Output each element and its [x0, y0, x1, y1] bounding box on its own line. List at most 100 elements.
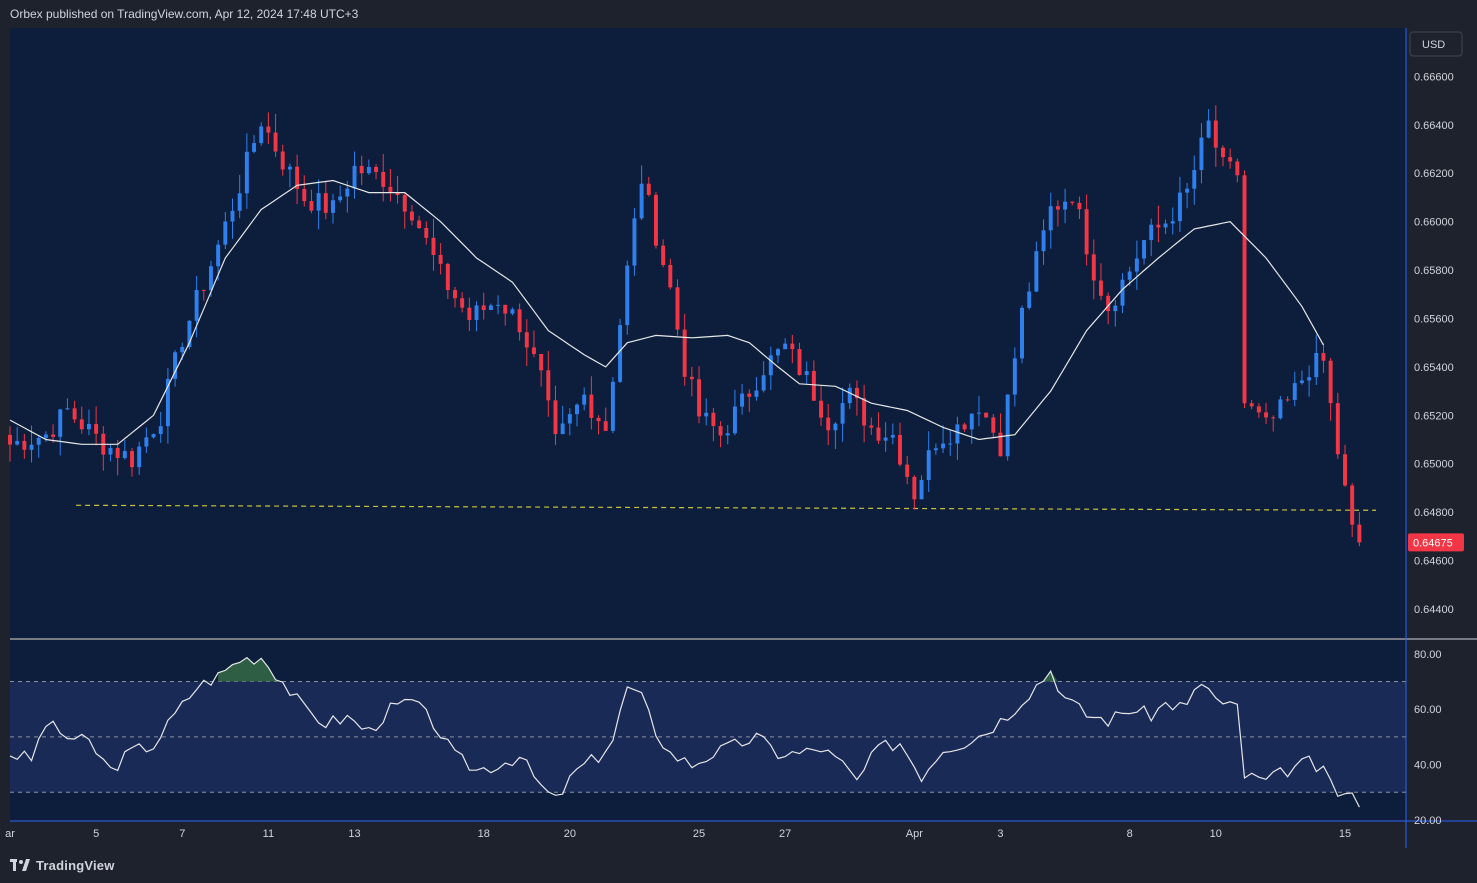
- tradingview-logo-icon: [10, 859, 30, 871]
- candle-body: [1271, 417, 1276, 419]
- candle-body: [1343, 454, 1347, 486]
- candle-body: [58, 409, 63, 437]
- candle-body: [697, 379, 702, 417]
- price-tick-label: 0.66000: [1414, 217, 1454, 229]
- date-tick-label: 7: [179, 828, 185, 840]
- candle-body: [1321, 353, 1326, 361]
- candle-body: [94, 423, 99, 434]
- date-tick-label: 3: [997, 828, 1003, 840]
- rsi-band-layer: [10, 681, 1406, 793]
- candle-body: [905, 464, 910, 477]
- last-price-tag: 0.64675: [1408, 533, 1464, 552]
- candle-body: [151, 434, 156, 438]
- candle-body: [266, 126, 271, 133]
- candle-body: [1199, 137, 1204, 171]
- candle-body: [862, 398, 867, 426]
- candle-body: [711, 412, 716, 427]
- candle-body: [51, 434, 56, 437]
- rsi-tick-label: 20.00: [1414, 815, 1442, 827]
- tradingview-footer[interactable]: TradingView: [10, 852, 115, 878]
- date-axis: ar 5 7 11 13 18 20 25 27 Apr 3 8 10 15: [5, 828, 1351, 840]
- candle-body: [883, 437, 888, 441]
- candle-body: [948, 443, 953, 445]
- candle-body: [1077, 202, 1082, 210]
- candle-body: [424, 228, 429, 238]
- candle-body: [137, 446, 142, 468]
- candle-body: [1142, 240, 1147, 259]
- candle-body: [1307, 377, 1312, 381]
- currency-badge[interactable]: USD: [1409, 31, 1463, 57]
- candle-body: [158, 426, 163, 435]
- candle-body: [539, 353, 544, 371]
- date-tick-label: 20: [564, 828, 576, 840]
- candle-body: [481, 305, 486, 310]
- price-tick-label: 0.64800: [1414, 507, 1454, 519]
- candle-body: [496, 304, 501, 306]
- candle-body: [244, 151, 249, 194]
- candle-body: [847, 387, 852, 404]
- candle-body: [725, 433, 730, 436]
- date-tick-label: Apr: [906, 828, 923, 840]
- date-tick-label: 27: [779, 828, 791, 840]
- candle-body: [488, 305, 493, 310]
- candle-body: [689, 376, 694, 380]
- candle-body: [1350, 485, 1355, 525]
- candle-body: [639, 183, 644, 219]
- candle-body: [567, 414, 572, 424]
- candle-body: [1113, 305, 1118, 312]
- candle-body: [1156, 224, 1161, 228]
- candle-body: [359, 165, 364, 174]
- candle-body: [1242, 175, 1247, 404]
- candle-body: [1091, 254, 1096, 281]
- candle-body: [1134, 258, 1139, 272]
- candle-body: [625, 265, 630, 326]
- price-tick-label: 0.65600: [1414, 313, 1454, 325]
- candle-body: [811, 370, 816, 401]
- candle-body: [618, 325, 623, 382]
- candle-body: [1335, 403, 1340, 455]
- candle-body: [130, 451, 134, 468]
- candle-body: [919, 479, 924, 500]
- candle-body: [747, 393, 752, 397]
- candle-body: [36, 437, 41, 445]
- candle-body: [998, 432, 1003, 457]
- candle-body: [546, 370, 551, 401]
- candle-body: [783, 343, 788, 350]
- candle-body: [1163, 223, 1168, 228]
- candle-body: [603, 421, 608, 431]
- candle-body: [65, 408, 70, 410]
- candle-body: [1070, 201, 1075, 203]
- candle-body: [1328, 360, 1333, 404]
- price-tick-label: 0.65800: [1414, 265, 1454, 277]
- candle-body: [661, 245, 666, 265]
- candle-body: [898, 434, 902, 465]
- price-tick-label: 0.65400: [1414, 362, 1454, 374]
- candle-body: [402, 195, 407, 212]
- candle-body: [374, 166, 379, 172]
- candle-body: [854, 387, 859, 399]
- candle-body: [86, 423, 91, 430]
- candle-body: [417, 220, 422, 229]
- candle-body: [1213, 120, 1218, 148]
- candle-body: [230, 210, 235, 222]
- last-price-value: 0.64675: [1413, 537, 1453, 549]
- candle-body: [79, 419, 84, 430]
- candle-body: [8, 434, 12, 445]
- price-tick-label: 0.65000: [1414, 459, 1454, 471]
- candle-body: [15, 440, 20, 445]
- candle-body: [173, 352, 178, 379]
- candle-body: [22, 440, 27, 450]
- candle-body: [280, 151, 285, 170]
- candle-body: [474, 305, 479, 320]
- candle-body: [216, 244, 221, 267]
- price-tick-label: 0.66200: [1414, 168, 1454, 180]
- price-pane[interactable]: [10, 28, 1406, 638]
- candle-body: [223, 221, 228, 245]
- candle-body: [1012, 358, 1017, 395]
- candle-body: [1098, 280, 1103, 296]
- candle-body: [165, 378, 170, 427]
- candle-body: [1027, 291, 1032, 308]
- rsi-tick-label: 60.00: [1414, 704, 1442, 716]
- candle-body: [1170, 221, 1175, 224]
